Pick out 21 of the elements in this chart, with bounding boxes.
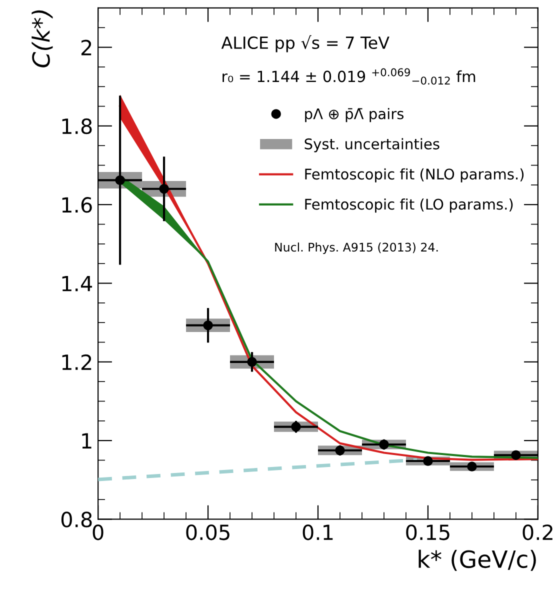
x-tick-label: 0.2 (522, 524, 552, 540)
y-axis-title: C(k*) (32, 10, 53, 68)
x-tick-label: 0.15 (406, 524, 450, 540)
annotation: Nucl. Phys. A915 (2013) 24. (275, 242, 438, 254)
legend-label: Femtoscopic fit (NLO params.) (305, 168, 524, 182)
x-tick-label: 0.1 (302, 524, 333, 540)
y-tick-label: 2 (81, 40, 92, 56)
y-tick-label: 0.8 (61, 512, 92, 528)
annotation: ALICE pp √s = 7 TeV (221, 35, 390, 52)
legend-label: Femtoscopic fit (LO params.) (305, 198, 513, 213)
legend-label: Syst. uncertainties (304, 138, 440, 152)
y-tick-label: 1.8 (62, 118, 92, 134)
x-tick-label: 0 (92, 524, 104, 540)
y-tick-label: 1.4 (62, 276, 92, 292)
x-tick-label: 0.05 (186, 524, 230, 540)
x-axis-title: k* (GeV/c) (418, 550, 536, 571)
y-tick-label: 1.6 (62, 197, 92, 213)
y-tick-label: 1 (82, 433, 92, 448)
y-tick-label: 1.2 (62, 354, 92, 370)
annotation: r₀ = 1.144 ± 0.019 $^{+0.069}$$_{−0.012}$ fm (222, 68, 476, 85)
legend-label: pΛ ⊕ p̄Λ̄ pairs (305, 108, 404, 122)
